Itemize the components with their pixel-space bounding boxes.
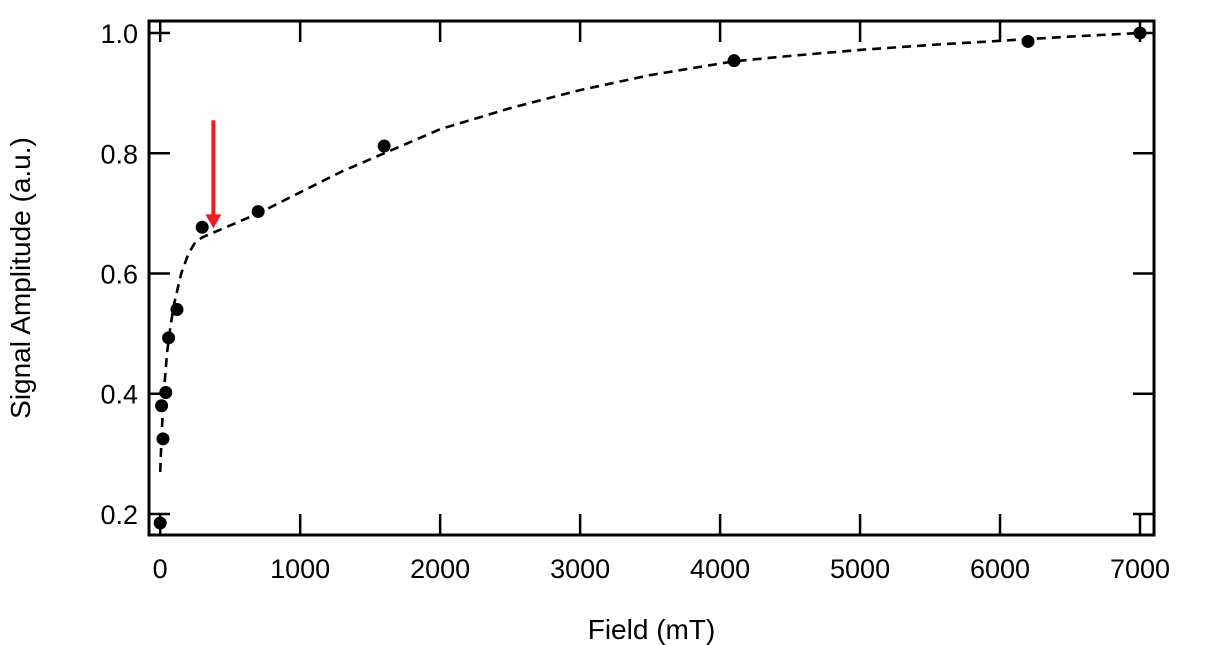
data-point (377, 139, 391, 153)
x-tick-label: 4000 (690, 554, 750, 584)
data-point (1021, 34, 1035, 48)
data-points-layer (153, 26, 1147, 530)
data-point (153, 516, 167, 530)
data-point (727, 54, 741, 68)
x-tick-label: 2000 (410, 554, 470, 584)
y-tick-label: 0.4 (100, 380, 138, 410)
plot-frame (147, 19, 1156, 537)
x-tick-label: 7000 (1110, 554, 1170, 584)
data-point (1133, 26, 1147, 40)
annotation-layer (205, 120, 222, 229)
x-tick-label: 1000 (270, 554, 330, 584)
data-point (159, 386, 173, 400)
data-point (251, 205, 265, 219)
x-tick-label: 3000 (550, 554, 610, 584)
y-tick-label: 0.6 (100, 259, 138, 289)
x-tick-label: 0 (153, 554, 168, 584)
y-axis-title: Signal Amplitude (a.u.) (5, 137, 36, 419)
data-point (162, 331, 176, 345)
fit-curve-layer (158, 31, 1141, 472)
x-tick-label: 5000 (830, 554, 890, 584)
data-point (156, 432, 170, 446)
arrow-head (205, 214, 222, 229)
data-point (155, 399, 169, 413)
y-tick-label: 0.8 (100, 139, 138, 169)
y-tick-label: 0.2 (100, 500, 138, 530)
data-point (170, 303, 184, 317)
x-axis-title: Field (mT) (588, 614, 716, 645)
ticks-layer: 0 1000 2000 3000 4000 5000 6000 7000 0.2 0.4 0.6 0.… (100, 19, 1170, 584)
fit-curve (158, 31, 1141, 472)
x-tick-label: 6000 (970, 554, 1030, 584)
y-tick-label: 1.0 (100, 19, 138, 49)
data-point (195, 220, 209, 234)
